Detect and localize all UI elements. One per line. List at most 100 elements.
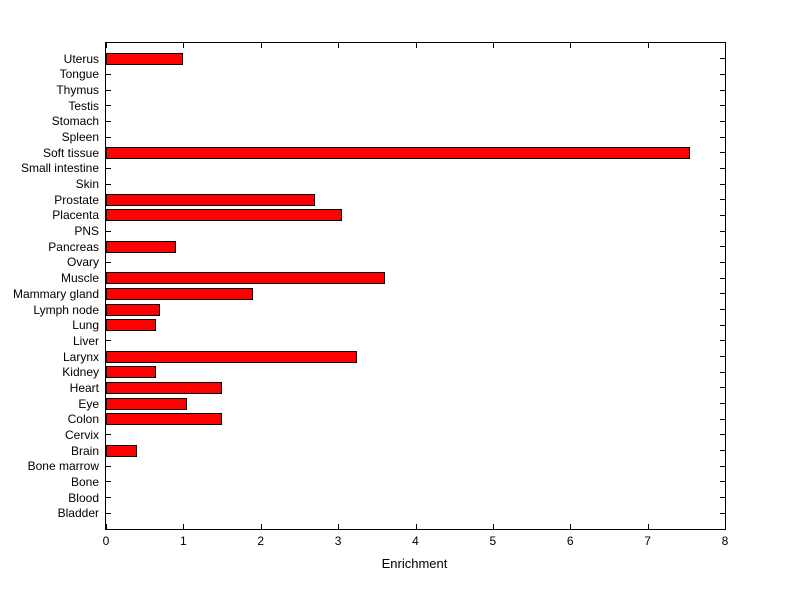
x-tick <box>570 43 572 48</box>
y-tick-label: Testis <box>68 98 99 113</box>
y-tick <box>720 293 725 295</box>
x-tick-label: 0 <box>102 534 110 548</box>
bar <box>106 319 157 332</box>
y-tick <box>720 324 725 326</box>
y-tick <box>106 136 111 138</box>
y-tick-label: Cervix <box>64 427 99 442</box>
y-tick <box>720 356 725 358</box>
y-tick-label: Thymus <box>56 83 99 98</box>
bar <box>106 209 342 222</box>
y-tick <box>106 183 111 185</box>
x-tick <box>647 524 649 529</box>
bar <box>106 413 223 426</box>
x-tick <box>647 43 649 48</box>
x-tick <box>492 43 494 48</box>
y-tick <box>720 481 725 483</box>
y-tick-label: Heart <box>69 380 99 395</box>
x-tick-label: 7 <box>644 534 651 548</box>
bar <box>106 272 385 285</box>
bar <box>106 240 176 253</box>
y-tick <box>720 199 725 201</box>
y-tick-label: Kidney <box>62 365 99 380</box>
bar <box>106 193 315 206</box>
y-tick <box>106 481 111 483</box>
y-tick-label: Ovary <box>66 255 99 270</box>
x-tick-label: 4 <box>412 534 419 548</box>
y-tick <box>720 214 725 216</box>
x-tick-label: 6 <box>566 534 574 548</box>
x-tick-label: 2 <box>257 534 265 548</box>
y-tick <box>720 340 725 342</box>
x-tick <box>183 524 185 529</box>
y-tick-label: Bladder <box>57 506 99 521</box>
y-tick-label: Placenta <box>52 208 99 223</box>
bar <box>106 287 253 300</box>
y-tick <box>720 89 725 91</box>
x-tick <box>183 43 185 48</box>
bar <box>106 350 358 363</box>
y-tick <box>106 434 111 436</box>
y-tick-label: Soft tissue <box>42 145 99 160</box>
y-tick-label: Tongue <box>59 67 99 82</box>
y-tick <box>720 418 725 420</box>
y-tick <box>720 465 725 467</box>
y-tick-label: Bone <box>70 474 99 489</box>
y-tick <box>106 497 111 499</box>
bar <box>106 397 188 410</box>
y-tick-label: Prostate <box>54 192 99 207</box>
y-tick-label: Stomach <box>51 114 99 129</box>
y-tick-label: Spleen <box>61 130 99 145</box>
x-tick <box>415 43 417 48</box>
y-tick-label: PNS <box>74 224 99 239</box>
y-tick <box>720 261 725 263</box>
y-tick <box>106 89 111 91</box>
bar <box>106 303 161 316</box>
y-tick <box>720 73 725 75</box>
x-tick <box>570 524 572 529</box>
y-tick <box>106 167 111 169</box>
y-tick-label: Mammary gland <box>12 286 99 301</box>
y-tick-label: Muscle <box>60 271 99 286</box>
bar <box>106 146 691 159</box>
y-tick <box>106 73 111 75</box>
y-tick <box>720 167 725 169</box>
y-tick <box>720 403 725 405</box>
y-tick <box>106 105 111 107</box>
y-tick <box>720 277 725 279</box>
y-tick <box>106 230 111 232</box>
x-tick <box>106 43 107 48</box>
y-tick-label: Lymph node <box>33 302 99 317</box>
x-tick <box>260 524 262 529</box>
y-tick <box>720 58 725 60</box>
y-tick <box>720 450 725 452</box>
y-tick-label: Pancreas <box>48 239 99 254</box>
y-tick-label: Colon <box>67 412 99 427</box>
y-tick <box>720 152 725 154</box>
x-tick <box>725 43 726 48</box>
x-tick <box>106 524 107 529</box>
bar <box>106 381 223 394</box>
y-tick <box>720 387 725 389</box>
x-tick <box>725 524 726 529</box>
y-tick <box>720 120 725 122</box>
y-tick <box>720 434 725 436</box>
x-tick <box>338 524 340 529</box>
y-tick-label: Larynx <box>62 349 99 364</box>
y-tick-label: Brain <box>70 443 99 458</box>
y-tick-label: Eye <box>78 396 99 411</box>
plot-area: Uterus Tongue Thymus Testis Stomach Spleen Sof… <box>13 42 728 548</box>
y-tick-label: Liver <box>72 333 99 348</box>
y-tick <box>720 183 725 185</box>
y-tick-label: Uterus <box>63 51 99 66</box>
x-axis-label: Enrichment <box>381 556 448 571</box>
y-tick <box>720 230 725 232</box>
bar <box>106 366 157 379</box>
y-tick <box>720 371 725 373</box>
y-tick <box>720 105 725 107</box>
y-tick <box>720 309 725 311</box>
y-tick <box>720 246 725 248</box>
y-tick <box>106 340 111 342</box>
y-tick <box>720 497 725 499</box>
y-tick <box>106 120 111 122</box>
